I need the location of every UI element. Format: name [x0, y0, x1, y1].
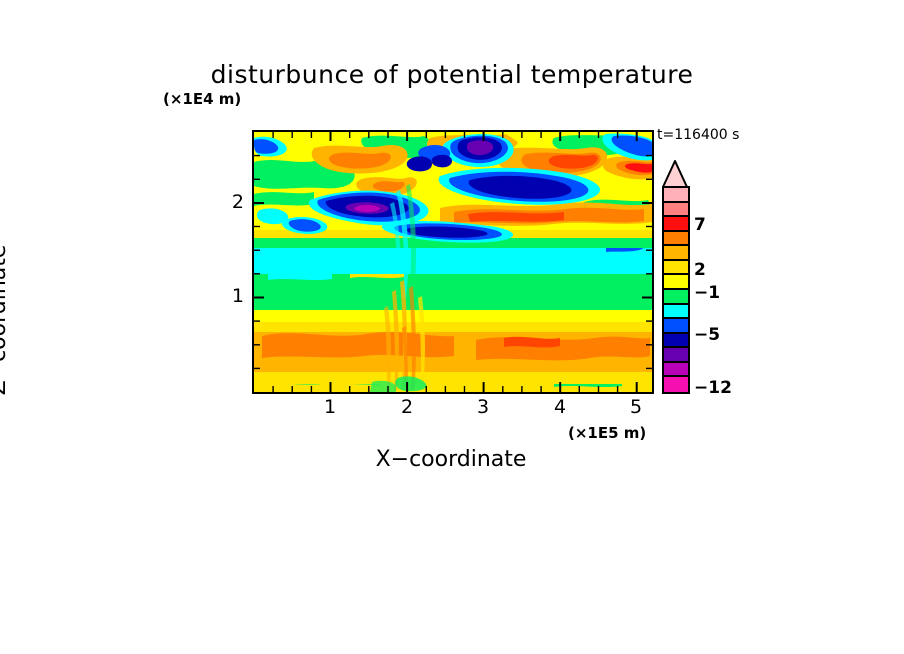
timestamp-label: t=116400 s: [657, 127, 740, 143]
colorbar-band-5: [664, 260, 688, 276]
colorbar-band-8: [664, 304, 688, 320]
colorbar-band-0: [664, 188, 688, 203]
x-tick-label-4: 4: [553, 396, 567, 418]
contour-field: [254, 132, 652, 392]
colorbar-arrow-icon: [662, 160, 688, 188]
x-tick-label-3: 3: [476, 396, 490, 418]
colorbar-label-0: 7: [694, 215, 706, 235]
y-axis-title: Z−coordinate: [0, 244, 11, 396]
y-axis-unit-label: (×1E4 m): [163, 90, 242, 108]
colorbar-band-1: [664, 202, 688, 218]
colorbar-band-4: [664, 246, 688, 261]
contour-plot-area: [252, 130, 654, 394]
colorbar-band-7: [664, 289, 688, 305]
colorbar-band-6: [664, 275, 688, 290]
colorbar-band-2: [664, 217, 688, 232]
colorbar-band-9: [664, 319, 688, 334]
x-tick-label-5: 5: [629, 396, 643, 418]
colorbar-label-3: −5: [694, 325, 721, 345]
y-tick-label-2: 2: [231, 191, 244, 213]
colorbar[interactable]: [662, 186, 690, 394]
x-axis-unit-label: (×1E5 m): [568, 424, 647, 442]
colorbar-band-10: [664, 333, 688, 349]
page-title: disturbunce of potential temperature: [210, 60, 694, 89]
x-tick-label-1: 1: [323, 396, 337, 418]
colorbar-label-2: −1: [694, 283, 721, 303]
colorbar-band-13: [664, 377, 688, 392]
x-tick-label-2: 2: [400, 396, 414, 418]
colorbar-band-3: [664, 231, 688, 247]
colorbar-label-1: 2: [694, 260, 706, 280]
y-tick-label-1: 1: [231, 285, 244, 307]
x-axis-title: X−coordinate: [375, 447, 527, 472]
axis-ticks: [254, 132, 652, 392]
colorbar-band-12: [664, 362, 688, 378]
colorbar-label-4: −12: [694, 378, 732, 398]
colorbar-band-11: [664, 348, 688, 363]
